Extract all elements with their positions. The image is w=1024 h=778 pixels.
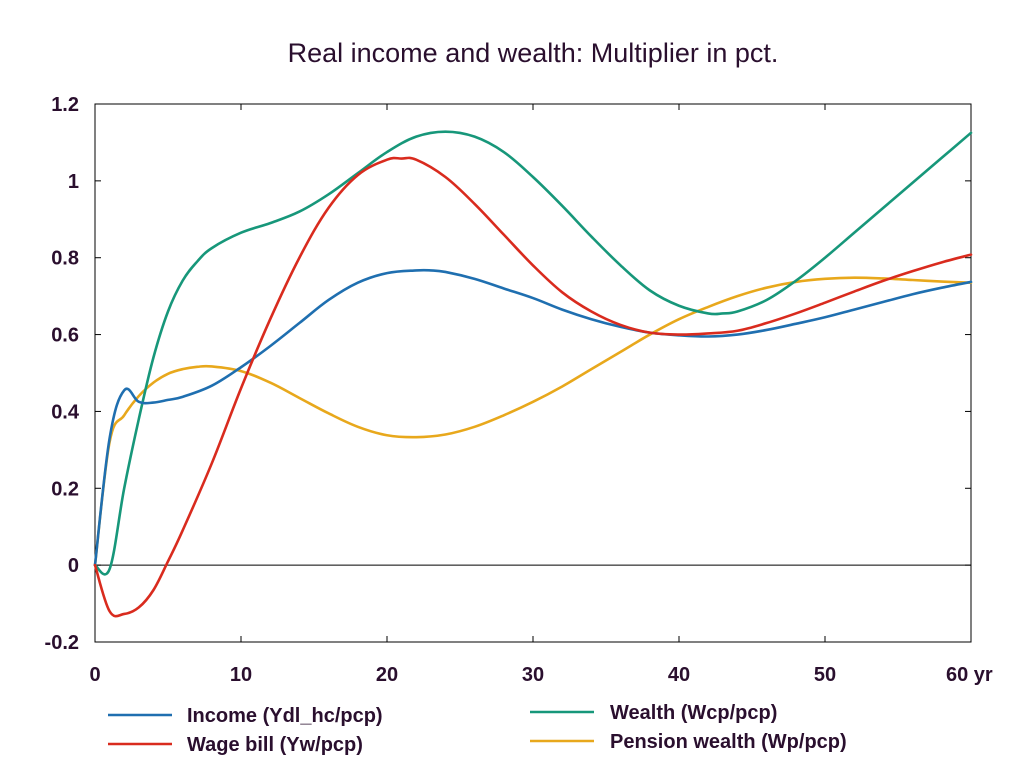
legend-label: Wealth (Wcp/pcp) bbox=[610, 702, 777, 724]
series-group bbox=[93, 130, 973, 618]
x-tick-label: 40 bbox=[668, 664, 690, 686]
y-tick-label: 0.2 bbox=[51, 478, 79, 500]
x-tick-label: 50 bbox=[814, 664, 836, 686]
y-tick-label: 0.6 bbox=[51, 325, 79, 347]
y-tick-label: 1 bbox=[68, 171, 79, 193]
plot-frame bbox=[94, 103, 972, 643]
chart-title: Real income and wealth: Multiplier in pc… bbox=[288, 38, 779, 68]
y-tick-label: 0.8 bbox=[51, 248, 79, 270]
legend: Income (Ydl_hc/pcp) Wage bill (Yw/pcp) Wea… bbox=[108, 702, 847, 756]
y-tick-label: -0.2 bbox=[45, 632, 79, 654]
x-tick-label: 10 bbox=[230, 664, 252, 686]
axes: -0.2 0 0.2 0.4 0.6 0.8 1 1.2 0 10 20 30 40 50 60 yr bbox=[45, 94, 993, 686]
series-income-line bbox=[93, 268, 973, 567]
series-wage-bill-line bbox=[93, 156, 973, 618]
legend-item-wealth: Wealth (Wcp/pcp) bbox=[530, 702, 777, 724]
legend-item-wage-bill: Wage bill (Yw/pcp) bbox=[108, 734, 363, 756]
legend-item-pension-wealth: Pension wealth (Wp/pcp) bbox=[530, 731, 847, 753]
x-tick-label: 20 bbox=[376, 664, 398, 686]
series-pension-wealth-line bbox=[93, 276, 973, 567]
legend-label: Income (Ydl_hc/pcp) bbox=[187, 705, 383, 727]
legend-label: Wage bill (Yw/pcp) bbox=[187, 734, 363, 756]
legend-label: Pension wealth (Wp/pcp) bbox=[610, 731, 847, 753]
y-tick-label: 0 bbox=[68, 555, 79, 577]
x-tick-label: 0 bbox=[89, 664, 100, 686]
y-tick-label: 0.4 bbox=[51, 401, 80, 423]
series-wealth-line bbox=[93, 130, 973, 576]
legend-item-income: Income (Ydl_hc/pcp) bbox=[108, 705, 383, 727]
y-tick-label: 1.2 bbox=[51, 94, 79, 116]
x-tick-label: 30 bbox=[522, 664, 544, 686]
x-tick-label: 60 yr bbox=[946, 664, 993, 686]
